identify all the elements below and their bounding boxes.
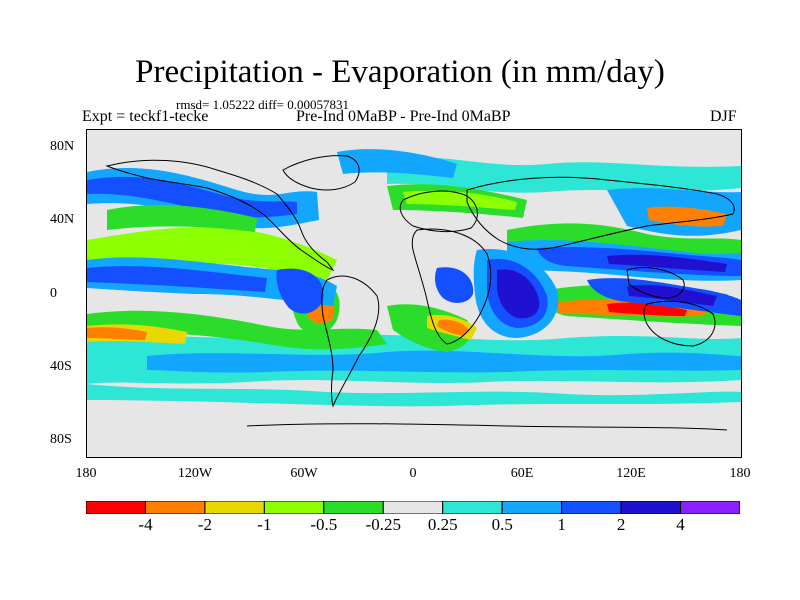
colorbar-label: 1 (557, 515, 566, 534)
coastlines (105, 155, 735, 431)
lon-label-180w: 180 (75, 466, 97, 481)
lat-label-40s: 40S (50, 359, 72, 374)
lon-label-180e: 180 (729, 466, 751, 481)
colorbar-swatch-6 (442, 501, 503, 514)
colorbar-label: -4 (138, 515, 153, 534)
colorbar-label: -0.25 (365, 515, 401, 534)
colorbar-label: -0.5 (310, 515, 338, 534)
comparison-label: Pre-Ind 0MaBP - Pre-Ind 0MaBP (296, 108, 511, 125)
colorbar-label: -1 (257, 515, 272, 534)
colorbar-swatch-8 (561, 501, 622, 514)
field-storm-tracks (87, 149, 741, 407)
lon-label-60w: 60W (290, 466, 318, 481)
colorbar-swatch-4 (323, 501, 384, 514)
stats-subtitle: rmsd= 1.05222 diff= 0.00057831 (176, 97, 349, 112)
colorbar-label: 2 (616, 515, 626, 534)
lat-label-80s: 80S (50, 432, 72, 447)
lat-label-40n: 40N (50, 212, 75, 227)
map-panel (86, 129, 742, 458)
colorbar-swatch-9 (620, 501, 682, 514)
colorbar-label: 0.25 (427, 515, 458, 534)
colorbar-swatch-2 (204, 501, 265, 514)
lon-label-120e: 120E (616, 466, 646, 481)
lon-label-0: 0 (409, 466, 417, 481)
colorbar-label: 0.5 (491, 515, 513, 534)
colorbar-swatch-0 (86, 501, 146, 514)
colorbar-swatch-10 (680, 501, 740, 514)
lon-label-120w: 120W (177, 466, 213, 481)
colorbar-label: -2 (197, 515, 212, 534)
field-tropics (87, 240, 741, 338)
lat-label-80n: 80N (50, 139, 75, 154)
colorbar-swatch-1 (144, 501, 206, 514)
colorbar-swatch-3 (263, 501, 325, 514)
season-label: DJF (710, 108, 737, 125)
lat-label-0: 0 (50, 286, 57, 301)
map-canvas (87, 130, 741, 457)
experiment-label: Expt = teckf1-tecke (82, 108, 209, 125)
map-title: Precipitation - Evaporation (in mm/day) (135, 54, 665, 90)
colorbar-label: 4 (676, 515, 685, 534)
lon-label-60e: 60E (510, 466, 534, 481)
colorbar (86, 501, 740, 514)
colorbar-swatch-7 (501, 501, 563, 514)
colorbar-swatch-5 (382, 501, 444, 514)
